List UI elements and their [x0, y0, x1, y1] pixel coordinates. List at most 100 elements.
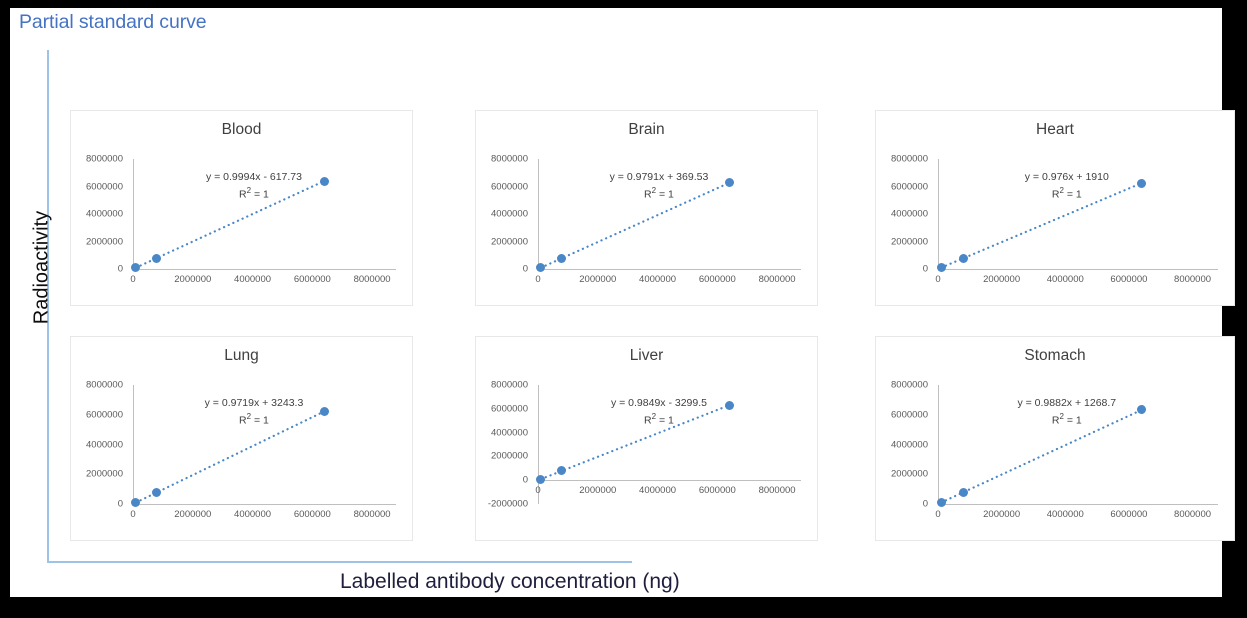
r-squared-text: R2 = 1 [644, 186, 674, 201]
chart-y-axis-line [938, 159, 939, 269]
data-point[interactable] [958, 487, 968, 497]
y-tick-label: 2000000 [86, 468, 123, 480]
data-point[interactable] [152, 487, 162, 497]
plot-area: 0 2000000 4000000 6000000 8000000 0 2000000 400… [476, 111, 817, 305]
data-point[interactable] [958, 253, 968, 263]
y-tick-label: 4000000 [491, 208, 528, 220]
r-squared-text: R2 = 1 [239, 186, 269, 201]
x-tick-label: 0 [130, 509, 136, 520]
chart-x-axis-line [938, 269, 1218, 270]
r-squared-text: R2 = 1 [239, 412, 269, 427]
data-point[interactable] [131, 498, 141, 507]
r-squared-text: R2 = 1 [1051, 412, 1082, 427]
slide-canvas: Partial standard curve Radioactivity Lab… [10, 8, 1235, 597]
y-tick-label: 6000000 [891, 181, 928, 192]
x-tick-label: 0 [130, 274, 136, 285]
x-tick-label: 4000000 [639, 485, 677, 497]
x-tick-label: 6000000 [698, 274, 736, 285]
y-tick-label: 0 [117, 498, 123, 510]
data-point[interactable] [536, 263, 546, 273]
y-tick-label: 0 [117, 263, 123, 275]
equation-text: y = 0.9882x + 1268.7 [1017, 397, 1117, 409]
y-tick-label: 0 [522, 263, 528, 275]
y-tick-label: -2000000 [487, 498, 528, 510]
equation-text: y = 0.9719x + 3243.3 [204, 397, 304, 409]
x-tick-label: 2000000 [983, 274, 1021, 285]
x-tick-label: 6000000 [1110, 509, 1148, 520]
chart-panel[interactable]: Brain 0 2000000 4000000 6000000 8000000 0 20000… [475, 110, 818, 306]
data-point[interactable] [131, 263, 141, 273]
data-point[interactable] [319, 406, 329, 416]
y-tick-label: 2000000 [491, 236, 528, 247]
trendline-equation: y = 0.9791x + 369.53 R2 = 1 [610, 170, 709, 202]
y-tick-label: 2000000 [491, 450, 528, 462]
x-tick-label: 2000000 [983, 509, 1021, 520]
y-tick-label: 4000000 [891, 439, 928, 450]
overall-y-axis-line [47, 50, 49, 563]
data-point[interactable] [936, 263, 946, 273]
data-point[interactable] [936, 498, 946, 508]
x-tick-label: 0 [935, 274, 941, 285]
y-tick-label: 8000000 [891, 379, 928, 391]
x-tick-label: 6000000 [293, 274, 331, 285]
y-tick-label: 0 [522, 474, 528, 486]
trendline-equation: y = 0.9882x + 1268.7 R2 = 1 [1017, 396, 1116, 428]
chart-panel[interactable]: Lung 0 2000000 4000000 6000000 8000000 0 200000… [70, 336, 413, 541]
x-tick-label: 2000000 [579, 485, 617, 497]
y-tick-label: 8000000 [891, 153, 928, 165]
chart-title: Stomach [1024, 347, 1086, 364]
y-tick-label: 2000000 [86, 236, 123, 247]
equation-text: y = 0.976x + 1910 [1024, 171, 1109, 183]
chart-x-axis-line [538, 480, 801, 482]
data-point[interactable] [1137, 405, 1147, 415]
data-point[interactable] [152, 253, 162, 263]
x-tick-label: 4000000 [639, 274, 677, 285]
x-tick-label: 2000000 [174, 274, 212, 285]
y-tick-label: 8000000 [86, 153, 123, 165]
y-tick-label: 4000000 [86, 439, 123, 450]
y-tick-label: 2000000 [891, 236, 928, 247]
x-tick-label: 8000000 [353, 274, 391, 285]
chart-panel[interactable]: Heart 0 2000000 4000000 6000000 8000000 0 20000… [875, 110, 1235, 306]
data-point[interactable] [319, 176, 329, 186]
trendline-equation: y = 0.9719x + 3243.3 R2 = 1 [205, 396, 304, 428]
chart-panel[interactable]: Liver -2000000 0 2000000 4000000 6000000 80000… [475, 336, 818, 541]
y-axis-title: Radioactivity [30, 210, 53, 325]
y-tick-label: 4000000 [491, 427, 528, 439]
data-point[interactable] [724, 400, 734, 410]
y-tick-label: 6000000 [86, 181, 123, 192]
equation-text: y = 0.9849x - 3299.5 [610, 397, 707, 409]
chart-y-axis-line [938, 385, 939, 504]
data-point[interactable] [557, 253, 567, 263]
x-tick-label: 8000000 [758, 274, 796, 285]
x-tick-label: 4000000 [1046, 509, 1084, 520]
data-point[interactable] [1137, 178, 1147, 188]
chart-panel[interactable]: Blood 0 2000000 4000000 6000000 8000000 0 20000… [70, 110, 413, 306]
y-tick-label: 6000000 [491, 181, 528, 192]
plot-area: 0 2000000 4000000 6000000 8000000 0 2000000 400… [876, 111, 1234, 305]
data-point[interactable] [724, 178, 734, 188]
x-tick-label: 8000000 [758, 485, 796, 497]
y-tick-label: 6000000 [491, 403, 528, 415]
x-tick-label: 6000000 [293, 509, 331, 520]
overall-x-axis-line [47, 561, 632, 563]
data-point[interactable] [557, 466, 567, 476]
x-tick-label: 2000000 [579, 274, 617, 285]
chart-x-axis-line [538, 269, 801, 270]
trendline-equation: y = 0.976x + 1910 R2 = 1 [1025, 170, 1109, 202]
x-tick-label: 8000000 [1174, 509, 1212, 520]
chart-title: Liver [629, 347, 664, 364]
y-tick-label: 0 [922, 498, 928, 510]
chart-x-axis-line [133, 504, 396, 505]
y-tick-label: 6000000 [86, 409, 123, 421]
x-axis-title: Labelled antibody concentration (ng) [340, 570, 680, 593]
x-tick-label: 0 [535, 485, 541, 497]
equation-text: y = 0.9994x - 617.73 [205, 171, 302, 183]
x-tick-label: 8000000 [1174, 274, 1212, 285]
r-squared-text: R2 = 1 [644, 412, 674, 427]
chart-title: Heart [1036, 121, 1074, 138]
x-tick-label: 4000000 [234, 274, 272, 285]
plot-area: 0 2000000 4000000 6000000 8000000 0 2000000 400… [876, 337, 1234, 540]
chart-panel[interactable]: Stomach 0 2000000 4000000 6000000 8000000 0 200… [875, 336, 1235, 541]
data-point[interactable] [536, 474, 546, 484]
